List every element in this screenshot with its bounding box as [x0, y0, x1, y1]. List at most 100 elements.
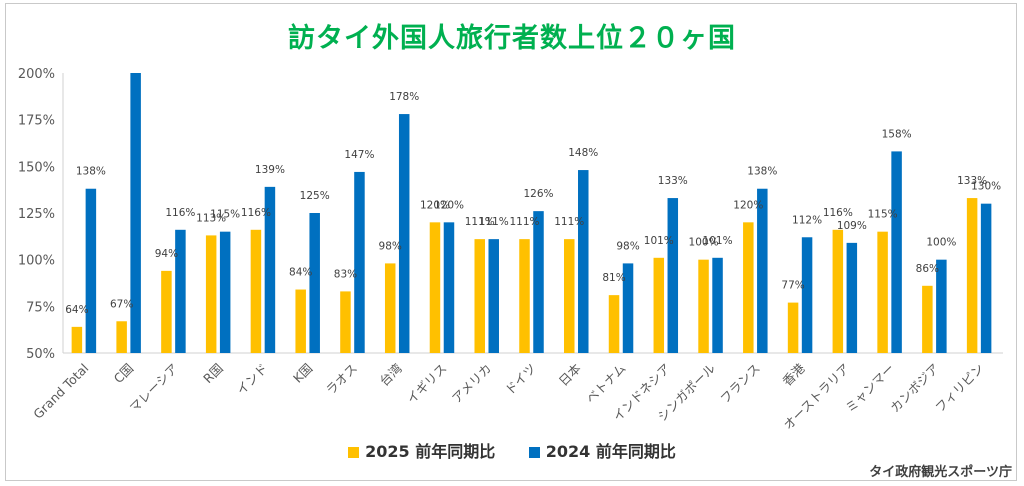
category-label: フランス	[717, 361, 763, 407]
bar-2025	[519, 239, 530, 353]
data-label: 148%	[568, 147, 598, 159]
data-label: 98%	[616, 240, 639, 252]
data-label: 120%	[420, 199, 450, 211]
data-label: 111%	[479, 216, 509, 228]
bar-2024	[578, 170, 589, 353]
data-label: 64%	[65, 304, 88, 316]
bar-2025	[608, 295, 620, 353]
data-label: 120%	[733, 199, 763, 211]
data-label: 116%	[823, 207, 853, 219]
data-label: 138%	[76, 166, 106, 178]
data-label: 81%	[602, 272, 625, 284]
data-label: 67%	[110, 298, 133, 310]
bar-2025	[250, 229, 262, 353]
data-label: 84%	[289, 267, 312, 279]
bar-2025	[564, 239, 575, 353]
data-label: 111%	[509, 216, 539, 228]
data-label: 147%	[344, 149, 374, 161]
bar-2024	[219, 231, 231, 353]
bar-2025	[966, 198, 978, 353]
category-label: Grand Total	[30, 361, 91, 422]
legend: 2025 前年同期比 2024 前年同期比	[0, 438, 1024, 462]
bars	[71, 73, 992, 353]
chart-title: 訪タイ外国人旅行者数上位２０ヶ国	[288, 23, 736, 54]
bar-2025	[205, 235, 217, 353]
bar-2025	[71, 326, 83, 353]
bar-2024	[891, 151, 902, 353]
bar-2025	[295, 289, 306, 353]
category-label: K国	[290, 361, 315, 386]
source-note: タイ政府観光スポーツ庁	[869, 465, 1012, 480]
data-label: 116%	[165, 207, 195, 219]
bar-2024	[936, 259, 947, 353]
category-label: マレーシア	[126, 361, 181, 416]
legend-item-2025: 2025 前年同期比	[348, 438, 495, 462]
bar-2024	[443, 222, 455, 353]
category-label: C国	[111, 361, 137, 387]
data-labels: 64%138%67%94%116% 113%115% 116%139%84%125%…	[65, 91, 1001, 316]
bar-2024	[757, 188, 768, 353]
y-tick-label: 75%	[26, 300, 55, 315]
y-tick-label: 150%	[18, 160, 55, 175]
category-label: 香港	[779, 360, 808, 389]
bar-2024	[533, 211, 544, 353]
bar-2025	[743, 222, 754, 353]
y-tick-label: 200%	[18, 67, 55, 82]
data-label: 158%	[882, 128, 912, 140]
bar-2025	[877, 231, 888, 353]
data-label: 98%	[379, 240, 402, 252]
legend-label-2024: 2024 前年同期比	[545, 442, 676, 461]
data-label: 138%	[747, 166, 777, 178]
bar-2024	[622, 263, 634, 353]
y-axis-ticks: 50% 75% 100% 125% 150% 175% 200%	[18, 67, 55, 362]
data-label: 130%	[971, 181, 1001, 193]
data-label: 120%	[434, 199, 464, 211]
bar-2025	[116, 321, 127, 353]
data-label: 83%	[334, 268, 357, 280]
data-label: 101%	[644, 235, 674, 247]
bar-2024	[264, 186, 276, 353]
bar-2025	[429, 222, 441, 353]
data-label: 111%	[554, 216, 584, 228]
data-label: 115%	[868, 209, 898, 221]
data-label: 178%	[389, 91, 419, 103]
bar-2024	[712, 257, 723, 353]
bar-2025	[340, 291, 351, 353]
data-label: 125%	[300, 190, 330, 202]
legend-label-2025: 2025 前年同期比	[365, 442, 496, 461]
bar-2024	[980, 203, 992, 353]
data-label: 133%	[957, 175, 987, 187]
bar-2025	[698, 259, 709, 353]
bar-2024	[175, 229, 186, 353]
category-label: 日本	[556, 360, 585, 389]
legend-item-2024: 2024 前年同期比	[528, 438, 676, 462]
category-label: アメリカ	[449, 361, 495, 407]
y-tick-label: 50%	[26, 347, 55, 362]
bar-2024	[488, 239, 499, 353]
y-tick-label: 125%	[18, 207, 55, 222]
bar-2024	[130, 73, 141, 353]
category-label: ラオス	[323, 361, 360, 398]
data-label: 112%	[792, 214, 822, 226]
data-label: 100%	[926, 237, 956, 249]
bar-2024	[801, 237, 813, 353]
bar-2024	[398, 114, 410, 353]
data-label: 133%	[658, 175, 688, 187]
bar-2024	[667, 198, 679, 353]
chart-frame	[5, 3, 1017, 481]
data-label: 109%	[837, 220, 867, 232]
data-label: 100%	[689, 237, 719, 249]
bar-2025	[474, 239, 485, 353]
bar-2025	[653, 257, 665, 353]
category-label: 台湾	[377, 361, 405, 389]
data-label: 94%	[155, 248, 178, 260]
legend-swatch-2025	[348, 447, 360, 458]
data-label: 113%	[196, 212, 226, 224]
category-label: R国	[200, 361, 226, 387]
y-tick-label: 175%	[18, 114, 55, 129]
data-label: 101%	[703, 235, 733, 247]
data-label: 115%	[210, 209, 240, 221]
bar-2025	[832, 229, 844, 353]
bar-2024	[85, 188, 97, 353]
